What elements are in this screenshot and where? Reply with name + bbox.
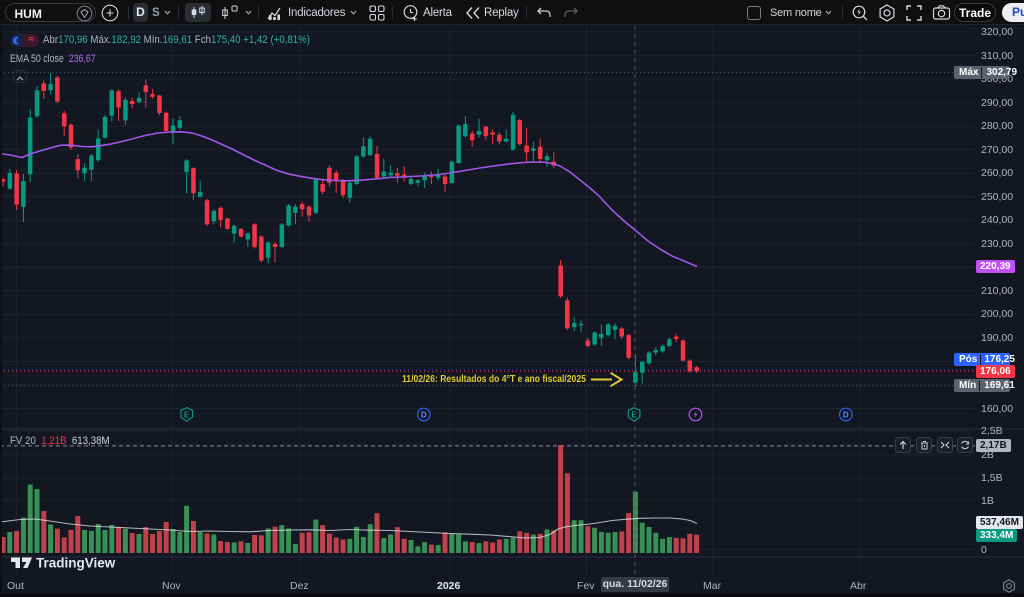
svg-text:E: E <box>631 410 637 419</box>
svg-text:E: E <box>184 410 190 419</box>
svg-text:D: D <box>843 410 849 419</box>
svg-text:TradingView: TradingView <box>36 556 116 571</box>
svg-text:D: D <box>421 410 427 419</box>
